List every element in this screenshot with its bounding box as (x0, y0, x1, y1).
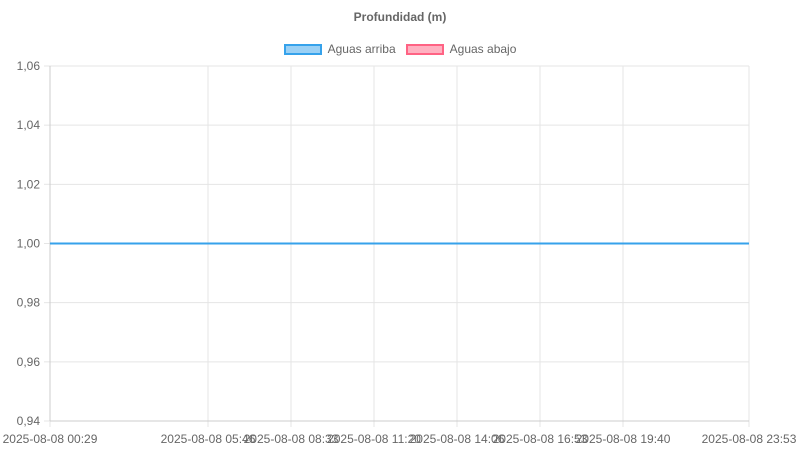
x-tick-label: 2025-08-08 00:29 (3, 432, 98, 446)
legend-label-aguas-arriba: Aguas arriba (327, 42, 396, 56)
x-tick-label: 2025-08-08 08:33 (244, 432, 339, 446)
y-tick-label: 1,02 (17, 177, 41, 191)
x-tick-label: 2025-08-08 11:20 (327, 432, 421, 446)
chart-title: Profundidad (m) (353, 10, 447, 24)
x-tick-label: 2025-08-08 19:40 (576, 432, 671, 446)
y-tick-label: 1,06 (17, 59, 41, 73)
y-tick-label: 0,94 (17, 414, 41, 428)
y-tick-label: 0,98 (17, 296, 41, 310)
y-tick-label: 1,00 (17, 237, 41, 251)
y-tick-label: 0,96 (17, 355, 41, 369)
x-tick-label: 2025-08-08 23:53 (702, 432, 797, 446)
x-tick-label: 2025-08-08 05:46 (161, 432, 256, 446)
legend-item-aguas-arriba[interactable]: Aguas arriba (283, 42, 396, 56)
x-tick-label: 2025-08-08 14:06 (410, 432, 505, 446)
x-tick-label: 2025-08-08 16:53 (493, 432, 588, 446)
legend-swatch-aguas-arriba (283, 43, 322, 55)
legend-label-aguas-abajo: Aguas abajo (449, 42, 517, 56)
legend-item-aguas-abajo[interactable]: Aguas abajo (405, 42, 517, 56)
y-tick-label: 1,04 (17, 118, 41, 132)
legend-swatch-aguas-abajo (405, 43, 444, 55)
legend: Aguas arriba Aguas abajo (0, 42, 800, 56)
